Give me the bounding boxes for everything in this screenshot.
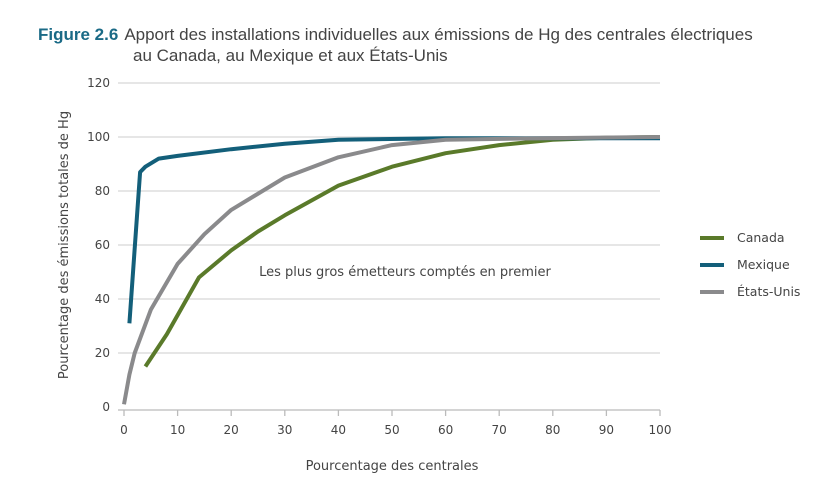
legend-label: Mexique <box>737 257 790 272</box>
figure-number: Figure 2.6 <box>38 25 119 44</box>
x-tick-label: 20 <box>224 423 239 437</box>
y-tick-label: 120 <box>87 76 110 90</box>
x-tick-label: 90 <box>599 423 614 437</box>
x-tick-label: 80 <box>545 423 560 437</box>
x-axis-label: Pourcentage des centrales <box>306 459 479 474</box>
title-line2: au Canada, au Mexique et aux États-Unis <box>133 46 448 65</box>
series-line-0 <box>143 135 661 368</box>
x-tick-label: 50 <box>384 423 399 437</box>
x-tick-label: 40 <box>331 423 346 437</box>
series-line-1 <box>127 136 660 324</box>
title-line1: Apport des installations individuelles a… <box>124 25 753 44</box>
y-tick-label: 60 <box>95 238 110 252</box>
x-tick-label: 70 <box>492 423 507 437</box>
annotation: Les plus gros émetteurs comptés en premi… <box>259 265 551 280</box>
x-tick-label: 0 <box>120 423 128 437</box>
y-tick-label: 40 <box>95 292 110 306</box>
y-tick-label: 80 <box>95 184 110 198</box>
legend-label: États-Unis <box>737 284 800 299</box>
y-tick-label: 0 <box>102 400 110 414</box>
x-tick-label: 100 <box>649 423 672 437</box>
series-line-2 <box>122 135 661 405</box>
y-axis-label: Pourcentage des émissions totales de Hg <box>57 111 72 379</box>
x-tick-label: 10 <box>170 423 185 437</box>
x-tick-label: 60 <box>438 423 453 437</box>
y-tick-label: 20 <box>95 346 110 360</box>
figure-title: Figure 2.6 Apport des installations indiv… <box>38 24 753 66</box>
legend-label: Canada <box>737 230 785 245</box>
y-tick-label: 100 <box>87 130 110 144</box>
x-tick-label: 30 <box>277 423 292 437</box>
